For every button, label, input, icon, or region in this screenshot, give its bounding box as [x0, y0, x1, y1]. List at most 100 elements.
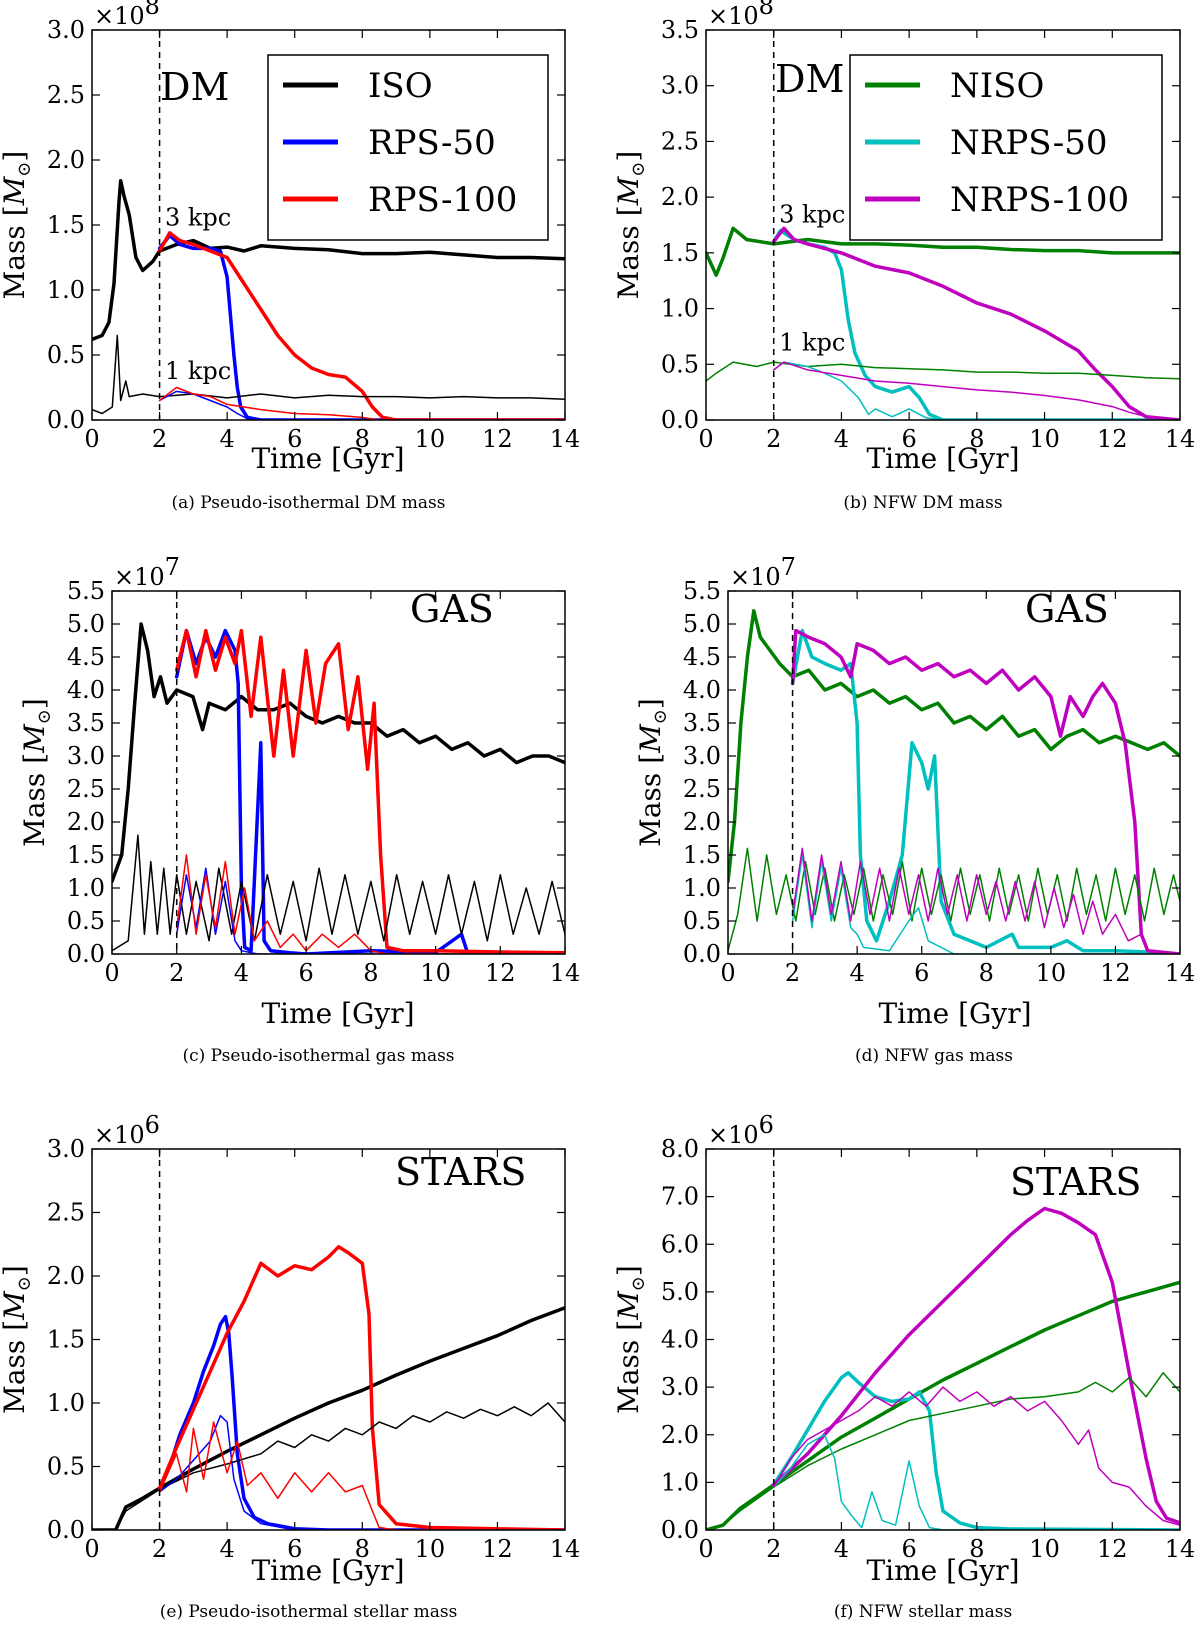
x-tick-label: 14: [550, 1535, 581, 1563]
multiplier-base: ×10: [114, 563, 165, 591]
x-tick-label: 0: [698, 1535, 713, 1563]
multiplier-exponent: 6: [759, 1111, 774, 1139]
multiplier-base: ×10: [730, 563, 781, 591]
series-line-rps-100-1-kpc: [158, 386, 565, 420]
y-tick-label: 0.0: [47, 1516, 85, 1544]
y-tick-label: 0.0: [661, 1516, 699, 1544]
y-label-main: Mass [: [0, 205, 31, 299]
panel-e: 0 2 4 6 8 10 12 140.00.51.01.52.02.53.0 ×106Mass…: [0, 1111, 580, 1622]
y-tick-label: 1.5: [661, 239, 699, 267]
x-tick-label: 8: [969, 425, 984, 453]
y-tick-label: 2.0: [67, 808, 105, 836]
multiplier-exponent: 8: [145, 0, 160, 20]
x-tick-label: 14: [550, 425, 581, 453]
y-tick-label: 3.0: [47, 16, 85, 44]
x-tick-label: 12: [482, 1535, 513, 1563]
x-axis-label: Time [Gyr]: [866, 442, 1019, 475]
y-tick-label: 4.0: [67, 676, 105, 704]
plot-frame: [705, 1148, 1181, 1531]
y-tick-label: 2.0: [47, 1262, 85, 1290]
y-tick-label: 2.5: [661, 127, 699, 155]
x-tick-label: 10: [1029, 1535, 1060, 1563]
x-tick-label: 6: [287, 425, 302, 453]
y-label-symbol: M: [612, 175, 645, 206]
series-line-nrps-100-1-kpc: [791, 847, 1180, 954]
series-line-niso-1-kpc: [706, 361, 1180, 382]
series-line-rps-100-1-kpc: [175, 854, 565, 954]
x-axis-label: Time [Gyr]: [251, 1554, 404, 1587]
x-tick-label: 14: [1165, 959, 1196, 987]
axis-multiplier: ×107: [114, 553, 180, 591]
y-tick-label: 1.0: [47, 276, 85, 304]
series-line-nrps-50-1-kpc: [791, 854, 1180, 954]
y-tick-label: 2.0: [661, 183, 699, 211]
y-label-main: Mass [: [634, 753, 667, 847]
x-tick-label: 12: [485, 959, 516, 987]
y-tick-label: 4.5: [683, 643, 721, 671]
y-label-subscript: ⊙: [14, 162, 35, 177]
y-tick-label: 2.0: [47, 146, 85, 174]
y-label-main: Mass [: [612, 205, 645, 299]
y-tick-label: 3.5: [683, 709, 721, 737]
y-label-main: Mass [: [612, 1320, 645, 1414]
y-axis-label: Mass [M⊙]: [0, 151, 35, 300]
legend-entry-label: NISO: [950, 66, 1044, 106]
panel-caption: (c) Pseudo-isothermal gas mass: [182, 1046, 454, 1066]
panel-caption: (d) NFW gas mass: [855, 1046, 1013, 1066]
x-tick-label: 10: [1036, 959, 1067, 987]
y-tick-label: 4.0: [683, 676, 721, 704]
multiplier-base: ×10: [708, 1121, 759, 1149]
y-tick-label: 1.0: [661, 1468, 699, 1496]
x-tick-label: 0: [720, 959, 735, 987]
multiplier-exponent: 7: [165, 553, 180, 581]
series-line-rps-100-3-kpc: [157, 1245, 565, 1530]
x-tick-label: 2: [152, 1535, 167, 1563]
series-group: [728, 609, 1180, 954]
x-tick-label: 14: [1165, 425, 1196, 453]
annotation-label: 3 kpc: [165, 204, 231, 232]
y-label-end: ]: [0, 1265, 31, 1276]
series-line-rps-50-1-kpc: [158, 1414, 565, 1530]
multiplier-base: ×10: [94, 1121, 145, 1149]
series-line-iso-3-kpc: [92, 1306, 565, 1530]
x-tick-label: 12: [1097, 1535, 1128, 1563]
panel-d: 0 2 4 6 8 10 12 14 0.0 0.5 1.0 1.5 2.0 2.5 3.0 3.5 4.0 4.…: [634, 553, 1195, 1066]
y-label-end: ]: [612, 151, 645, 162]
annotation-label: 3 kpc: [779, 200, 845, 228]
series-line-nrps-50-1-kpc: [772, 361, 1180, 420]
y-label-subscript: ⊙: [34, 709, 55, 724]
x-tick-label: 4: [220, 425, 235, 453]
annotation-label: 1 kpc: [779, 328, 845, 356]
x-tick-label: 2: [152, 425, 167, 453]
y-tick-label: 0.0: [67, 940, 105, 968]
y-tick-label: 3.0: [67, 742, 105, 770]
panel-label: DM: [160, 65, 229, 109]
y-tick-label: 1.0: [683, 874, 721, 902]
panel-b: 0 2 4 6 8 10 12 140.00.51.01.52.02.53.03.5 ×108M…: [612, 0, 1195, 513]
y-label-symbol: M: [0, 1290, 31, 1321]
y-label-end: ]: [612, 1265, 645, 1276]
y-tick-label: 0.5: [661, 350, 699, 378]
series-line-nrps-50-1-kpc: [772, 1434, 1180, 1530]
x-tick-label: 4: [850, 959, 865, 987]
y-tick-label: 1.0: [67, 874, 105, 902]
y-tick-label: 2.0: [683, 808, 721, 836]
y-label-end: ]: [0, 151, 31, 162]
y-tick-label: 3.0: [661, 1373, 699, 1401]
y-axis-label: Mass [M⊙]: [612, 1265, 649, 1414]
x-tick-label: 8: [363, 959, 378, 987]
y-axis-label: Mass [M⊙]: [0, 1265, 35, 1414]
y-axis-label: Mass [M⊙]: [18, 698, 55, 847]
series-line-nrps-50-3-kpc: [790, 628, 1180, 954]
x-tick-label: 10: [1029, 425, 1060, 453]
x-tick-label: 14: [550, 959, 581, 987]
legend: NISO NRPS-50 NRPS-100: [849, 54, 1163, 241]
series-line-nrps-100-3-kpc: [771, 226, 1180, 420]
legend-entry-label: ISO: [368, 66, 433, 106]
x-tick-label: 6: [902, 1535, 917, 1563]
x-tick-label: 2: [169, 959, 184, 987]
series-group: [706, 1206, 1180, 1530]
x-tick-label: 4: [834, 425, 849, 453]
series-line-iso-1-kpc: [92, 334, 565, 415]
y-tick-label: 3.0: [683, 742, 721, 770]
